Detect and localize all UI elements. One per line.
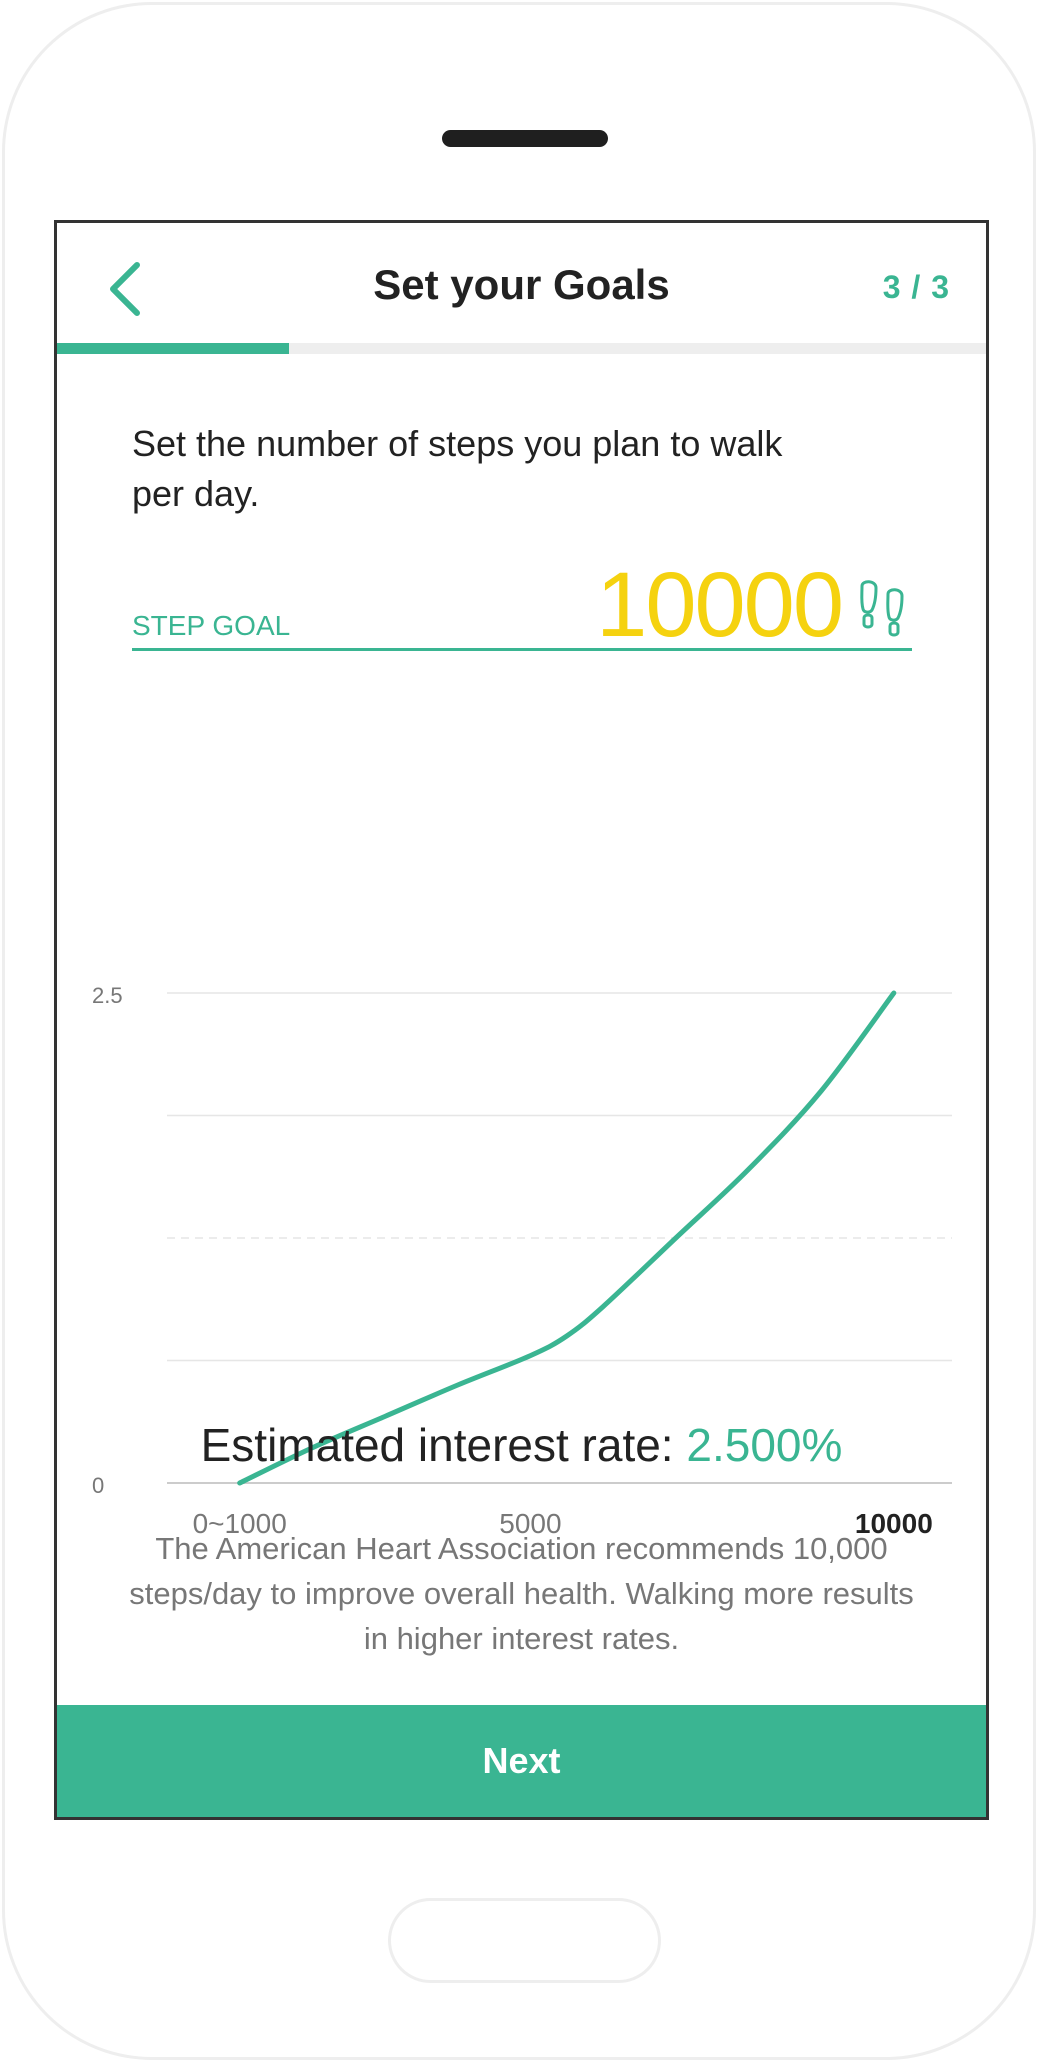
step-goal-label: STEP GOAL [132, 610, 291, 641]
step-goal-value[interactable]: 10000 [596, 554, 844, 656]
estimated-rate: Estimated interest rate: 2.500% [57, 1418, 986, 1472]
footsteps-icon [860, 580, 904, 637]
header: Set your Goals 3 / 3 [57, 223, 986, 343]
chart-x-tick-label: 5000 [499, 1508, 561, 1539]
interest-rate-chart: 0 2.5 0~1000 5000 10000 [92, 983, 952, 1539]
estimated-rate-value: 2.500% [686, 1419, 843, 1471]
estimated-rate-label: Estimated interest rate: [200, 1419, 674, 1471]
phone-speaker [442, 130, 608, 147]
health-note: The American Heart Association recommend… [129, 1531, 914, 1656]
back-arrow-icon[interactable] [105, 261, 145, 317]
step-counter: 3 / 3 [882, 269, 950, 305]
progress-bar-fill [57, 343, 290, 354]
home-button[interactable] [388, 1898, 661, 1983]
page-title: Set your Goals [373, 261, 670, 308]
chart-x-tick-label: 10000 [855, 1508, 933, 1539]
chart-series-line [237, 990, 897, 1486]
app-screen: Set your Goals 3 / 3 Set the number of s… [54, 220, 989, 1820]
step-goal-field[interactable]: STEP GOAL 10000 [132, 543, 912, 656]
progress-bar [57, 343, 986, 354]
next-button[interactable]: Next [57, 1705, 986, 1817]
intro-text: Set the number of steps you plan to walk… [132, 423, 783, 514]
chart-x-tick-label: 0~1000 [193, 1508, 287, 1539]
chart-y-tick-label: 0 [92, 1473, 104, 1498]
chart-y-tick-label: 2.5 [92, 983, 123, 1008]
